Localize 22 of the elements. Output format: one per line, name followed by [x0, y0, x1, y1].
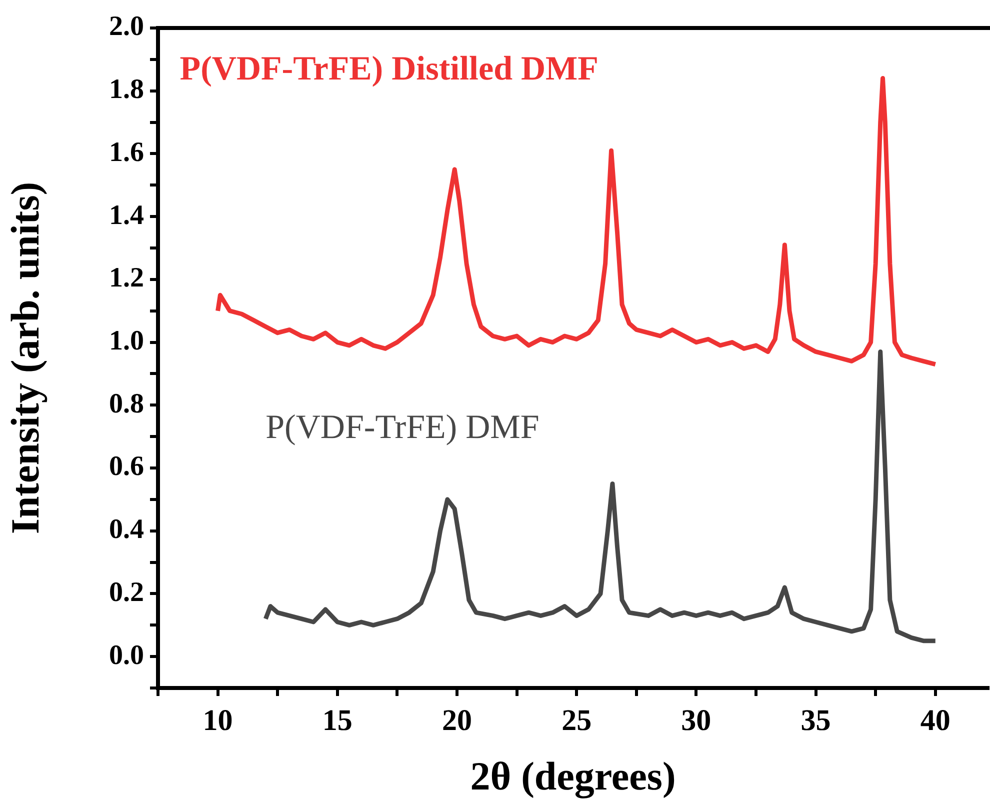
- x-tick-label: 10: [202, 704, 233, 737]
- x-tick-label: 30: [681, 704, 712, 737]
- text: P(VDF-TrFE) DMF: [266, 408, 540, 446]
- y-tick-label: 0.8: [109, 388, 144, 420]
- x-tick-label: 20: [442, 704, 472, 737]
- y-tick-label: 0.0: [109, 640, 144, 671]
- series-label: P(VDF-TrFE) Distilled DMF: [180, 50, 598, 88]
- y-tick-label: 0.6: [109, 451, 144, 482]
- y-tick-label: 1.2: [109, 262, 144, 294]
- y-tick-label: 1.6: [109, 136, 144, 168]
- x-tick-label: 40: [920, 704, 950, 737]
- x-tick-label: 35: [800, 704, 831, 737]
- x-tick-label: 25: [562, 704, 592, 737]
- x-axis-title: 2θ (degrees): [470, 753, 676, 798]
- y-tick-label: 2.0: [109, 11, 144, 42]
- y-tick-label: 1.8: [109, 74, 144, 106]
- y-axis-title: Intensity (arb. units): [2, 182, 48, 534]
- x-tick-label: 15: [322, 704, 352, 737]
- y-tick-label: 0.4: [109, 514, 144, 546]
- y-tick-label: 0.2: [109, 576, 144, 608]
- y-tick-label: 1.4: [109, 200, 144, 231]
- y-tick-label: 1.0: [109, 326, 144, 357]
